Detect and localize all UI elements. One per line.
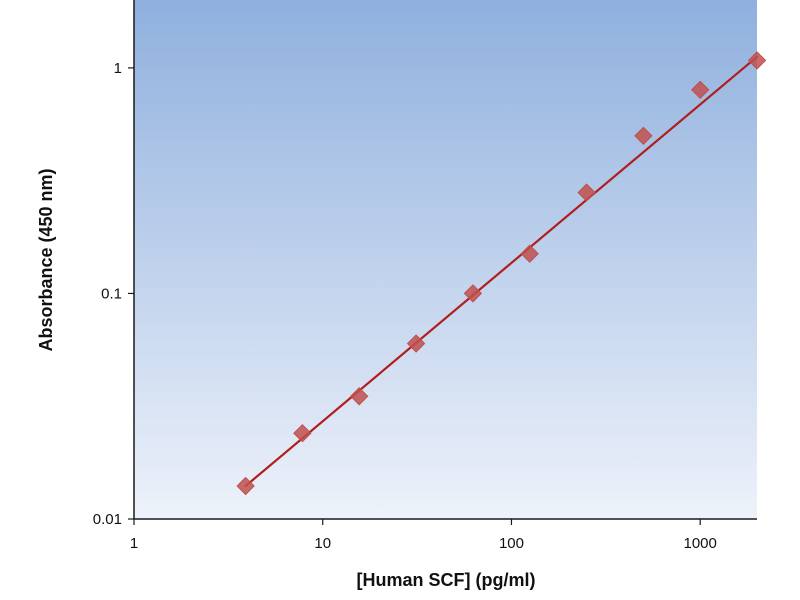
y-ticks: 0.01 0.1 1 <box>93 60 134 528</box>
data-point <box>690 80 710 100</box>
x-tick-label: 1000 <box>683 535 716 552</box>
y-tick-label: 1 <box>114 60 122 77</box>
y-tick-label: 0.01 <box>93 511 122 528</box>
x-axis-title: [Human SCF] (pg/ml) <box>357 570 536 590</box>
plot-area <box>134 0 757 519</box>
x-tick-label: 10 <box>314 535 331 552</box>
x-tick-label: 1 <box>130 535 138 552</box>
data-point <box>406 334 426 353</box>
data-point <box>747 51 767 70</box>
axes <box>133 0 757 520</box>
data-point <box>236 476 255 496</box>
fit-line <box>244 55 759 488</box>
y-tick-label: 0.1 <box>101 285 122 302</box>
x-tick-label: 100 <box>499 535 524 552</box>
data-point <box>293 423 312 443</box>
data-point <box>520 244 539 263</box>
data-point <box>577 183 596 202</box>
data-point <box>349 387 369 406</box>
fit-line-group <box>244 55 759 488</box>
x-ticks: 1 10 100 1000 <box>130 519 717 552</box>
data-point <box>463 284 483 303</box>
data-point <box>634 126 653 146</box>
y-axis-title: Absorbance (450 nm) <box>36 168 56 351</box>
data-points <box>236 51 767 496</box>
